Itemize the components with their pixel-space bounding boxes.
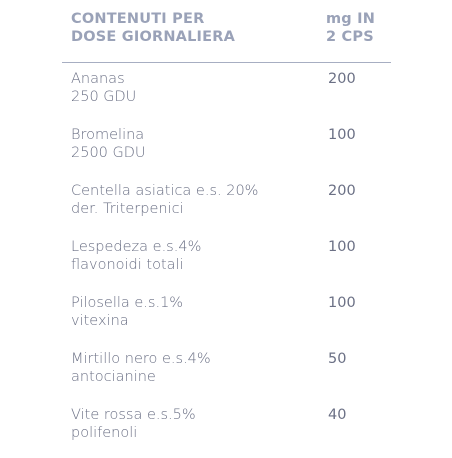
ingredient-name: Lespedeza e.s.4% flavonoidi totali [71,238,321,274]
ingredient-name-line: Centella asiatica e.s. 20% [71,183,259,199]
ingredient-name-line: Ananas [71,71,125,87]
header-ingredients: CONTENUTI PER DOSE GIORNALIERA [71,10,235,46]
ingredient-amount: 200 [328,71,356,87]
ingredient-amount: 50 [328,351,347,367]
ingredient-amount: 100 [328,239,356,255]
ingredient-detail-line: polifenoli [71,425,138,441]
ingredient-amount: 100 [328,295,356,311]
table-row: Ananas 250 GDU 200 [0,70,452,122]
ingredient-name: Bromelina 2500 GDU [71,126,321,162]
ingredient-detail-line: flavonoidi totali [71,257,184,273]
ingredient-detail-line: 250 GDU [71,89,137,105]
ingredient-name-line: Bromelina [71,127,145,143]
ingredient-amount: 100 [328,127,356,143]
ingredient-detail-line: vitexina [71,313,129,329]
ingredient-amount: 40 [328,407,347,423]
table-header: CONTENUTI PER DOSE GIORNALIERA mg IN 2 C… [0,10,452,62]
header-divider [62,62,391,63]
ingredient-name: Mirtillo nero e.s.4% antocianine [71,350,321,386]
ingredient-name: Vite rossa e.s.5% polifenoli [71,406,321,442]
ingredient-name-line: Lespedeza e.s.4% [71,239,202,255]
header-amount-line-1: mg IN [326,11,376,27]
table-row: Lespedeza e.s.4% flavonoidi totali 100 [0,238,452,290]
ingredient-name: Ananas 250 GDU [71,70,321,106]
ingredient-name: Centella asiatica e.s. 20% der. Triterpe… [71,182,321,218]
ingredient-detail-line: der. Triterpenici [71,201,184,217]
ingredient-name-line: Pilosella e.s.1% [71,295,184,311]
header-ingredients-line-1: CONTENUTI PER [71,11,205,27]
ingredient-name-line: Vite rossa e.s.5% [71,407,196,423]
header-amount-line-2: 2 CPS [326,29,374,45]
ingredient-name: Pilosella e.s.1% vitexina [71,294,321,330]
ingredient-detail-line: 2500 GDU [71,145,146,161]
table-row: Pilosella e.s.1% vitexina 100 [0,294,452,346]
table-row: Mirtillo nero e.s.4% antocianine 50 [0,350,452,402]
table-row: Vite rossa e.s.5% polifenoli 40 [0,406,452,458]
ingredient-detail-line: antocianine [71,369,156,385]
header-ingredients-line-2: DOSE GIORNALIERA [71,29,236,45]
ingredient-name-line: Mirtillo nero e.s.4% [71,351,211,367]
ingredient-amount: 200 [328,183,356,199]
table-row: Bromelina 2500 GDU 100 [0,126,452,178]
table-row: Centella asiatica e.s. 20% der. Triterpe… [0,182,452,234]
header-amount: mg IN 2 CPS [326,10,375,46]
